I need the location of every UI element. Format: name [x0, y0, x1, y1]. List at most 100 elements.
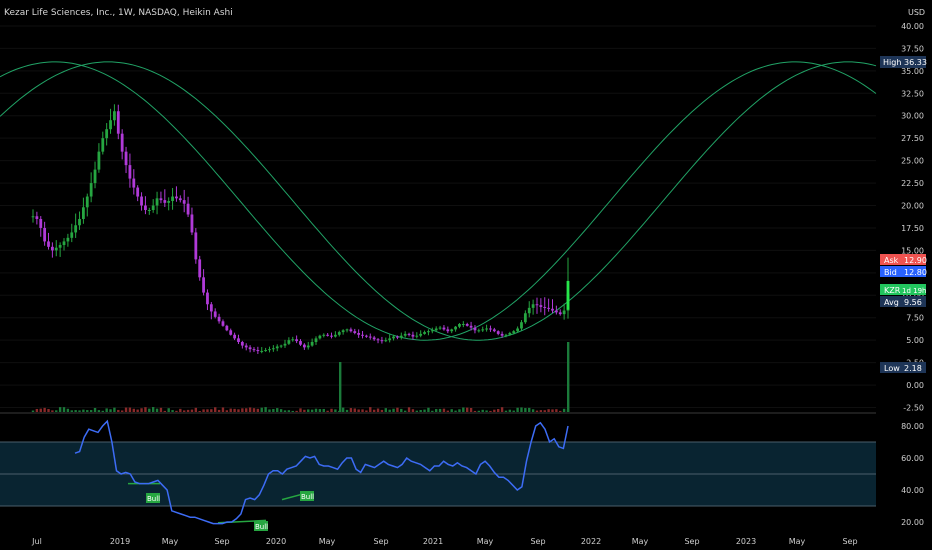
price-tick-label: 17.50	[901, 224, 924, 233]
volume-bar	[403, 410, 407, 412]
candle-body	[353, 331, 357, 333]
time-tick-label: 2021	[423, 537, 443, 546]
volume-bar	[477, 410, 481, 412]
volume-bar	[225, 410, 229, 412]
candle-body	[326, 334, 330, 336]
rsi-tick-label: 60.00	[901, 454, 924, 463]
candle-body	[116, 111, 120, 134]
volume-bar	[388, 409, 391, 412]
candle-body	[74, 225, 78, 233]
volume-bar	[171, 410, 174, 412]
volume-bar	[535, 410, 539, 412]
volume-bar	[318, 409, 322, 412]
volume-bar	[190, 409, 194, 412]
candle-body	[132, 178, 136, 188]
time-axis[interactable]: Jul 2019 May Sep 2020 May Sep 2021 May Sep 2022 May…	[31, 537, 857, 546]
volume-bar	[198, 410, 201, 412]
candlestick-series	[31, 104, 570, 354]
candle-body	[283, 343, 287, 346]
volume-bar	[86, 410, 89, 412]
candle-body	[256, 350, 260, 352]
volume-bar	[357, 409, 360, 412]
bull-label-1-text: Bull	[147, 495, 160, 503]
candle-body	[547, 307, 551, 309]
candle-body	[113, 111, 116, 121]
high-label-value: 36.33	[904, 58, 927, 67]
candle-body	[469, 325, 473, 328]
volume-bar	[454, 410, 457, 412]
volume-bar	[369, 407, 372, 412]
volume-bar	[400, 408, 403, 412]
candle-body	[147, 210, 151, 211]
ask-price-label: Ask 12.90	[880, 254, 927, 265]
candle-body	[349, 329, 353, 332]
candle-body	[423, 332, 426, 334]
volume-bar	[314, 408, 318, 412]
time-tick-label: Sep	[684, 537, 699, 546]
time-tick-label: May	[789, 537, 806, 546]
volume-bar	[469, 407, 473, 412]
volume-bar	[531, 409, 535, 412]
candle-body	[70, 232, 74, 238]
volume-bar	[144, 407, 147, 412]
price-tick-label: 0.00	[906, 381, 924, 390]
candle-body	[403, 333, 407, 336]
candle-body	[523, 313, 527, 323]
volume-bar	[237, 409, 240, 412]
volume-bar	[339, 362, 342, 412]
volume-bar	[279, 409, 283, 412]
candle-body	[337, 332, 341, 335]
cycle-curve-a	[0, 61, 877, 341]
candle-body	[175, 196, 178, 199]
volume-bar	[109, 409, 112, 412]
candle-body	[93, 169, 97, 184]
candle-body	[97, 151, 101, 170]
volume-bar	[248, 407, 252, 412]
candle-body	[473, 327, 477, 331]
candle-body	[361, 334, 364, 336]
candle-body	[372, 337, 376, 340]
volume-bar	[70, 410, 73, 412]
time-tick-label: 2022	[581, 537, 601, 546]
candle-body	[151, 205, 155, 210]
time-tick-label: Jul	[31, 537, 42, 546]
rsi-band-lines	[0, 441, 876, 524]
candle-body	[66, 237, 70, 242]
candle-body	[299, 341, 302, 345]
price-axis[interactable]: 40.00 37.50 35.00 32.50 30.00 27.50 25.00 22.50…	[901, 22, 924, 413]
candle-body	[492, 329, 496, 332]
candle-body	[357, 332, 361, 335]
volume-bar	[547, 409, 550, 412]
volume-bar	[349, 408, 353, 412]
candle-body	[206, 292, 209, 305]
candle-body	[268, 349, 271, 351]
candle-body	[489, 328, 492, 330]
volume-bar	[221, 407, 225, 412]
candle-body	[136, 187, 140, 197]
volume-bar	[442, 408, 446, 412]
volume-bar	[407, 407, 411, 412]
volume-bar	[202, 409, 205, 412]
volume-bar	[345, 409, 349, 412]
candle-body	[392, 336, 395, 339]
candle-body	[558, 312, 562, 315]
volume-bar	[260, 407, 263, 412]
avg-label-text: Avg	[884, 298, 899, 307]
volume-bar	[58, 407, 62, 412]
low-price-label: Low 2.18	[880, 362, 926, 373]
volume-bar	[105, 408, 108, 412]
volume-bar	[427, 407, 430, 412]
volume-bar	[167, 408, 170, 412]
time-tick-label: Sep	[530, 537, 545, 546]
time-tick-label: May	[477, 537, 494, 546]
volume-bar	[136, 409, 139, 412]
volume-bar	[132, 408, 135, 412]
volume-bar	[268, 409, 271, 412]
volume-bar	[66, 408, 70, 412]
time-tick-label: Sep	[373, 537, 388, 546]
candle-body	[442, 327, 446, 330]
price-grid	[0, 25, 876, 409]
candle-body	[124, 151, 128, 166]
candle-body	[562, 310, 566, 315]
